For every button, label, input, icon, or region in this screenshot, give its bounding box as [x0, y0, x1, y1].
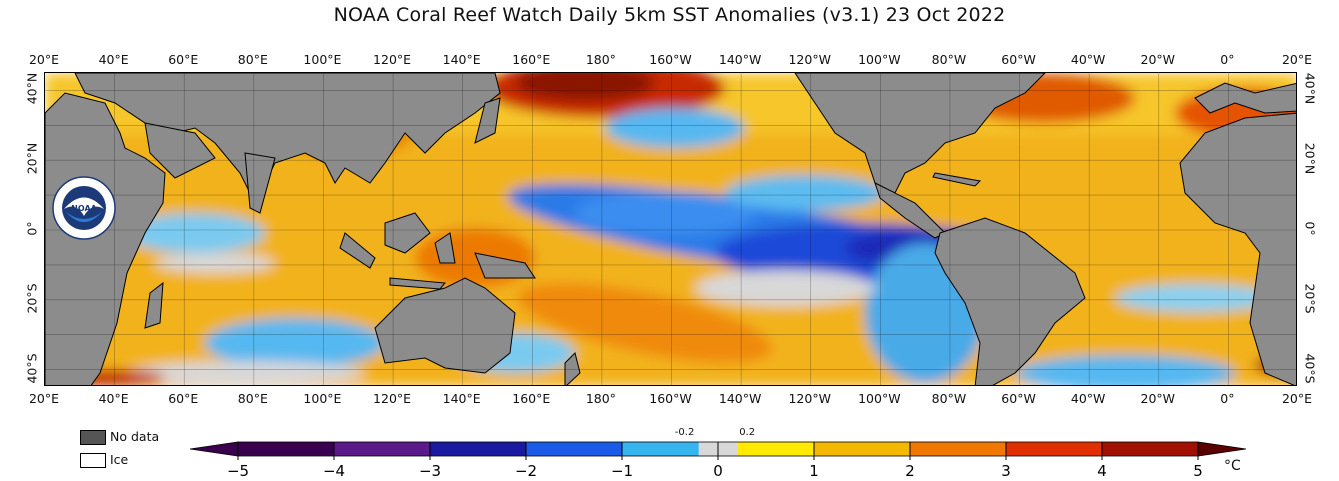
- land: [45, 73, 1296, 385]
- longitude-label: 60°E: [168, 391, 199, 406]
- latitude-label: 40°S: [1302, 353, 1318, 384]
- colorbar-tick-label: 2: [905, 462, 915, 480]
- colorbar-segment: [1102, 442, 1198, 456]
- longitude-label: 40°W: [1070, 52, 1106, 67]
- colorbar-max-arrow: [1197, 441, 1247, 457]
- longitude-label: 180°: [585, 52, 616, 67]
- colorbar-segment: [526, 442, 622, 456]
- longitude-label: 160°E: [512, 52, 551, 67]
- longitude-labels-top: 20°E 40°E 60°E 80°E 100°E 120°E 140°E 160°E 180°…: [0, 52, 1339, 68]
- colorbar-tick-label: −5: [227, 462, 249, 480]
- longitude-labels-bottom: 20°E 40°E 60°E 80°E 100°E 120°E 140°E 160°E 180°…: [0, 391, 1339, 407]
- colorbar-tick-label: −2: [515, 462, 537, 480]
- colorbar-tick-label: −1: [611, 462, 633, 480]
- longitude-label: 100°W: [858, 391, 901, 406]
- map-canvas: [45, 73, 1296, 385]
- ice-label: Ice: [110, 452, 129, 467]
- colorbar-small-tick-label: 0.2: [739, 427, 756, 438]
- colorbar-unit: °C: [1224, 458, 1241, 474]
- colorbar-segment: [622, 442, 699, 456]
- longitude-label: 180°: [585, 391, 616, 406]
- longitude-label: 40°W: [1070, 391, 1106, 406]
- colorbar: −5 −4 −3 −2 −1 0 1 2 3 4 5: [190, 441, 1247, 480]
- graticule: [45, 73, 1296, 385]
- longitude-label: 20°E: [28, 391, 60, 406]
- latitude-label: 0°: [1302, 221, 1318, 236]
- longitude-label: 80°W: [931, 52, 967, 67]
- latitude-label: 40°N: [24, 73, 40, 105]
- colorbar-tick-label: −4: [323, 462, 345, 480]
- longitude-label: 140°W: [718, 391, 762, 406]
- latitude-label: 40°S: [24, 353, 40, 384]
- colorbar-segment: [430, 442, 526, 456]
- longitude-label: 120°W: [788, 391, 831, 406]
- colorbar-segment: [910, 442, 1006, 456]
- colorbar-segment: [737, 442, 814, 456]
- colorbar-tick-label: 0: [713, 462, 723, 480]
- colorbar-min-arrow: [190, 441, 239, 457]
- longitude-label: 160°E: [512, 391, 551, 406]
- longitude-label: 140°E: [442, 391, 481, 406]
- longitude-label: 60°E: [168, 52, 199, 67]
- colorbar-segment: [1006, 442, 1102, 456]
- latitude-labels-left: 40°N 20°N 0° 20°S 40°S: [22, 72, 42, 386]
- ice-swatch: [80, 453, 106, 468]
- latitude-label: 20°N: [24, 142, 40, 175]
- longitude-label: 20°W: [1140, 391, 1176, 406]
- latitude-label: 20°S: [24, 283, 40, 314]
- no-data-swatch: [80, 430, 106, 445]
- colorbar-tick-label: 5: [1193, 462, 1203, 480]
- colorbar-small-tick-label: -0.2: [674, 427, 695, 438]
- latitude-label: 0°: [24, 221, 40, 236]
- longitude-label: 120°E: [373, 391, 412, 406]
- colorbar-segment: [238, 442, 334, 456]
- longitude-label: 100°E: [303, 52, 342, 67]
- longitude-label: 0°: [1220, 391, 1235, 406]
- latitude-label: 40°N: [1302, 73, 1318, 105]
- colorbar-tick-label: 4: [1097, 462, 1107, 480]
- map-title: NOAA Coral Reef Watch Daily 5km SST Anom…: [333, 4, 1006, 26]
- sst-anomaly-map: [44, 72, 1297, 386]
- longitude-label: 120°E: [373, 52, 412, 67]
- colorbar-segment: [814, 442, 910, 456]
- colorbar-segment: [334, 442, 430, 456]
- longitude-label: 160°W: [649, 391, 692, 406]
- noaa-logo-text: NOAA: [71, 204, 97, 213]
- longitude-label: 160°W: [649, 52, 692, 67]
- longitude-label: 40°E: [98, 52, 129, 67]
- latitude-label: 20°S: [1302, 283, 1318, 314]
- longitude-label: 0°: [1220, 52, 1235, 67]
- noaa-logo-icon: NOAA: [52, 176, 116, 240]
- longitude-label: 60°W: [1001, 391, 1036, 406]
- latitude-labels-right: 40°N 20°N 0° 20°S 40°S: [1300, 72, 1320, 386]
- colorbar-tick-label: −3: [419, 462, 441, 480]
- longitude-label: 20°W: [1140, 52, 1176, 67]
- longitude-label: 80°E: [237, 52, 268, 67]
- colorbar-tick-label: 1: [809, 462, 819, 480]
- longitude-label: 100°W: [858, 52, 901, 67]
- longitude-label: 40°E: [98, 391, 129, 406]
- longitude-label: 20°E: [1281, 391, 1313, 406]
- longitude-label: 20°E: [1281, 52, 1313, 67]
- longitude-label: 80°E: [237, 391, 268, 406]
- longitude-label: 80°W: [931, 391, 967, 406]
- longitude-label: 140°E: [442, 52, 481, 67]
- colorbar-tick-label: 3: [1001, 462, 1011, 480]
- longitude-label: 120°W: [788, 52, 831, 67]
- longitude-label: 60°W: [1001, 52, 1036, 67]
- no-data-label: No data: [110, 429, 160, 444]
- longitude-label: 140°W: [718, 52, 762, 67]
- latitude-label: 20°N: [1302, 142, 1318, 175]
- longitude-label: 20°E: [28, 52, 60, 67]
- longitude-label: 100°E: [303, 391, 342, 406]
